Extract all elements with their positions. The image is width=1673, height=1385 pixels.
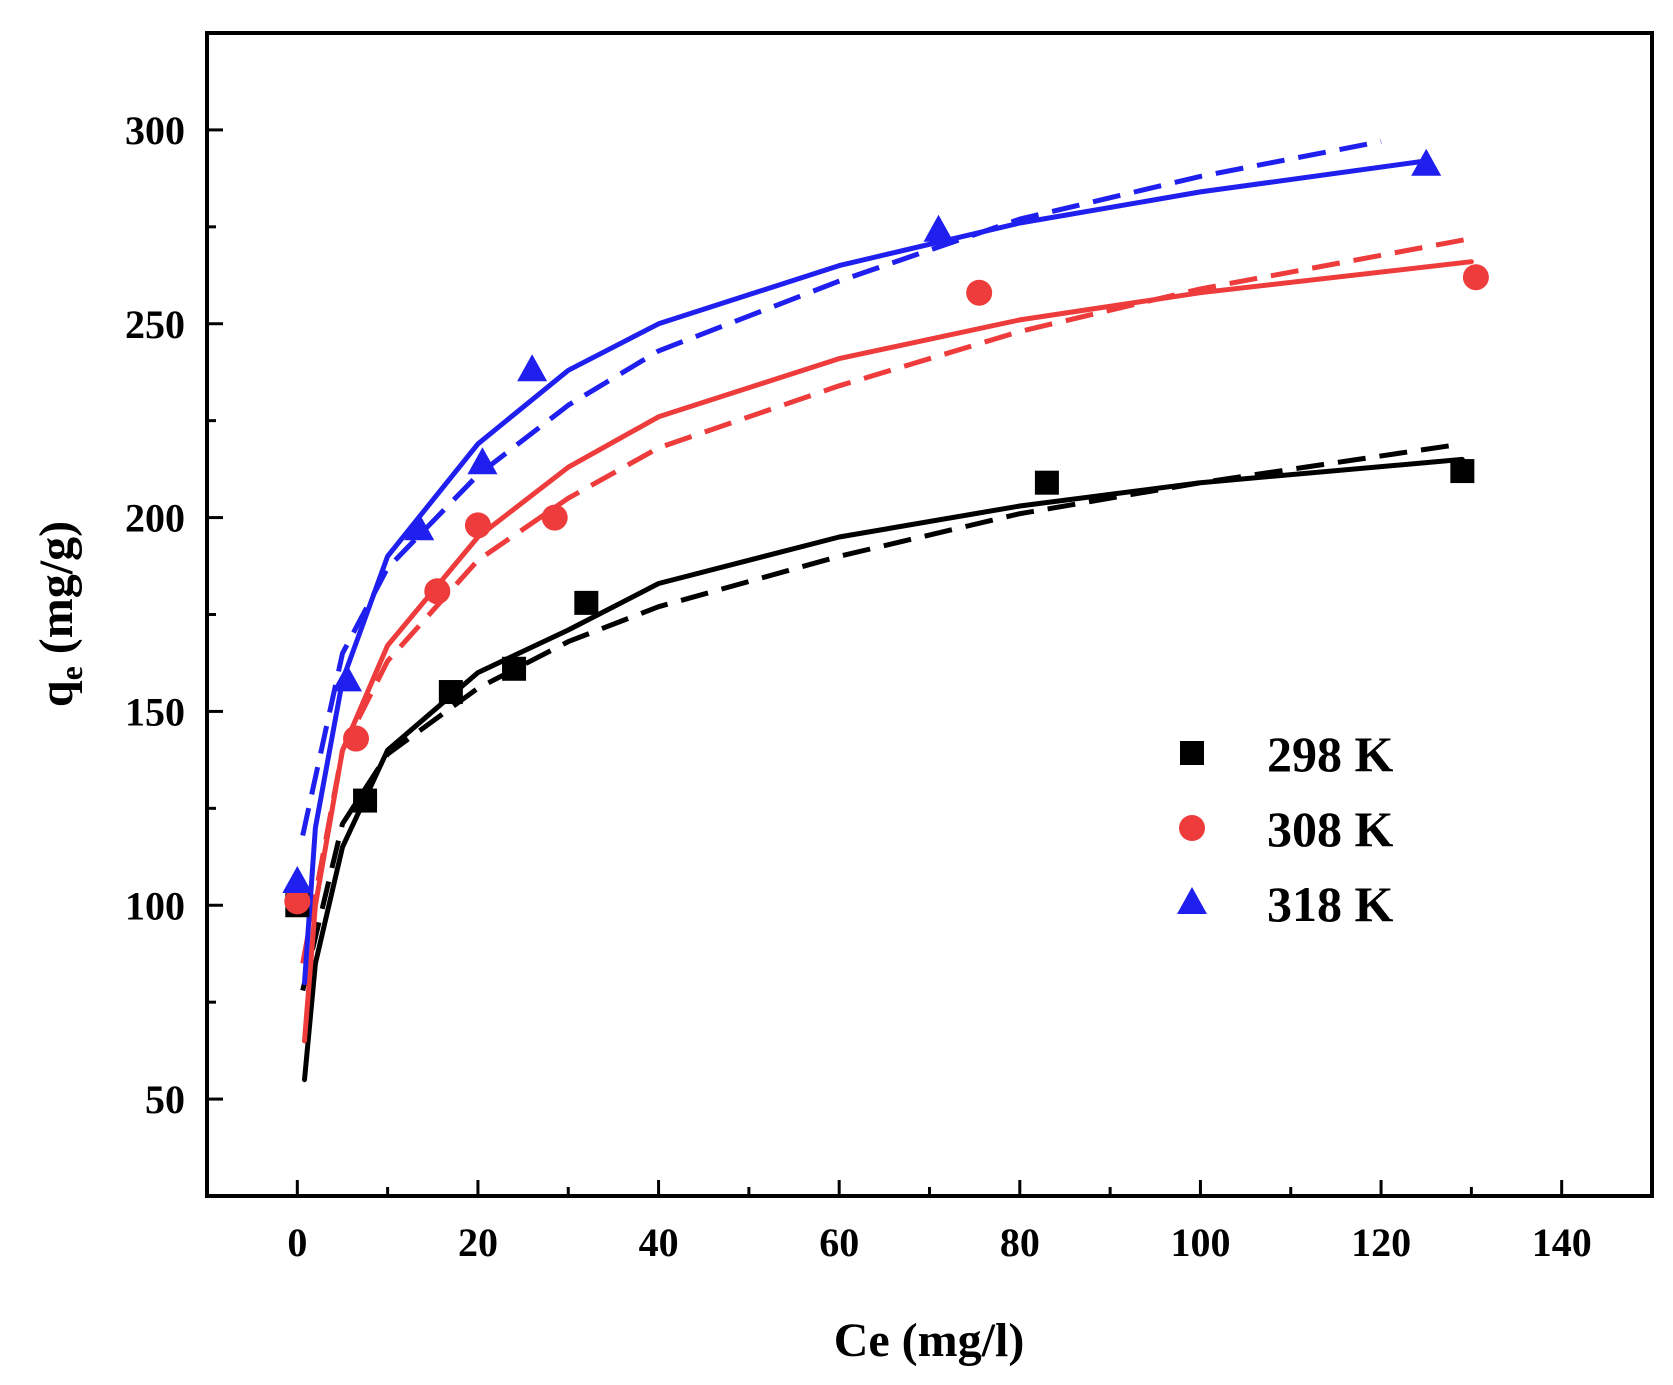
data-point	[1411, 148, 1442, 176]
data-point	[966, 279, 993, 306]
data-point	[1034, 470, 1059, 495]
data-point	[343, 725, 370, 752]
x-tick-label: 60	[819, 1220, 859, 1265]
data-point	[282, 865, 313, 893]
fit-curve-solid	[302, 158, 1429, 986]
x-axis-ticks: 0 20 40 60 80 100 120 140	[287, 1180, 1592, 1265]
fit-curves	[300, 139, 1474, 1083]
data-point	[467, 447, 498, 475]
fit-curve-dashed	[300, 139, 1382, 837]
data-point	[464, 512, 491, 539]
fit-curve-dashed	[300, 236, 1472, 964]
legend-label: 298 K	[1267, 726, 1394, 782]
data-point	[517, 354, 548, 382]
data-point	[541, 504, 568, 531]
y-tick-label: 300	[125, 108, 185, 153]
y-axis-ticks: 50 100 150 200 250 300	[125, 31, 223, 1198]
x-tick-label: 40	[639, 1220, 679, 1265]
x-tick-label: 140	[1532, 1220, 1592, 1265]
legend-marker	[1180, 741, 1204, 765]
data-point	[438, 680, 463, 705]
y-tick-label: 50	[145, 1077, 185, 1122]
x-axis-title: Ce (mg/l)	[834, 1314, 1025, 1367]
x-tick-label: 20	[458, 1220, 498, 1265]
y-tick-label: 250	[125, 302, 185, 347]
x-tick-label: 80	[1000, 1220, 1040, 1265]
legend: 298 K 308 K 318 K	[1177, 726, 1394, 932]
x-tick-label: 120	[1351, 1220, 1411, 1265]
legend-label: 308 K	[1267, 801, 1394, 857]
data-point	[284, 888, 311, 915]
legend-marker	[1177, 887, 1207, 914]
data-point	[404, 513, 435, 541]
data-point	[1450, 459, 1475, 484]
y-tick-label: 150	[125, 689, 185, 734]
x-tick-label: 100	[1170, 1220, 1230, 1265]
y-axis-title-unit: (mg/g)	[30, 521, 83, 666]
legend-marker	[1179, 815, 1205, 841]
y-tick-label: 200	[125, 496, 185, 541]
y-axis-title-sub: e	[53, 666, 89, 680]
data-point	[502, 656, 527, 681]
svg-text:qe (mg/g): qe (mg/g)	[30, 521, 89, 707]
plot-frame	[205, 31, 1654, 1198]
data-point	[331, 664, 362, 692]
data-point	[353, 788, 378, 813]
fit-curve-solid	[302, 259, 1474, 1044]
data-point	[424, 578, 451, 605]
fit-curve-solid	[302, 456, 1465, 1083]
data-markers	[282, 148, 1489, 918]
data-point	[923, 214, 954, 242]
y-tick-label: 100	[125, 883, 185, 928]
data-point	[574, 590, 599, 615]
y-axis-title-main: q	[30, 680, 83, 707]
data-point	[1462, 264, 1489, 291]
y-axis-title: qe (mg/g)	[30, 521, 89, 707]
legend-label: 318 K	[1267, 876, 1394, 932]
x-tick-label: 0	[287, 1220, 307, 1265]
